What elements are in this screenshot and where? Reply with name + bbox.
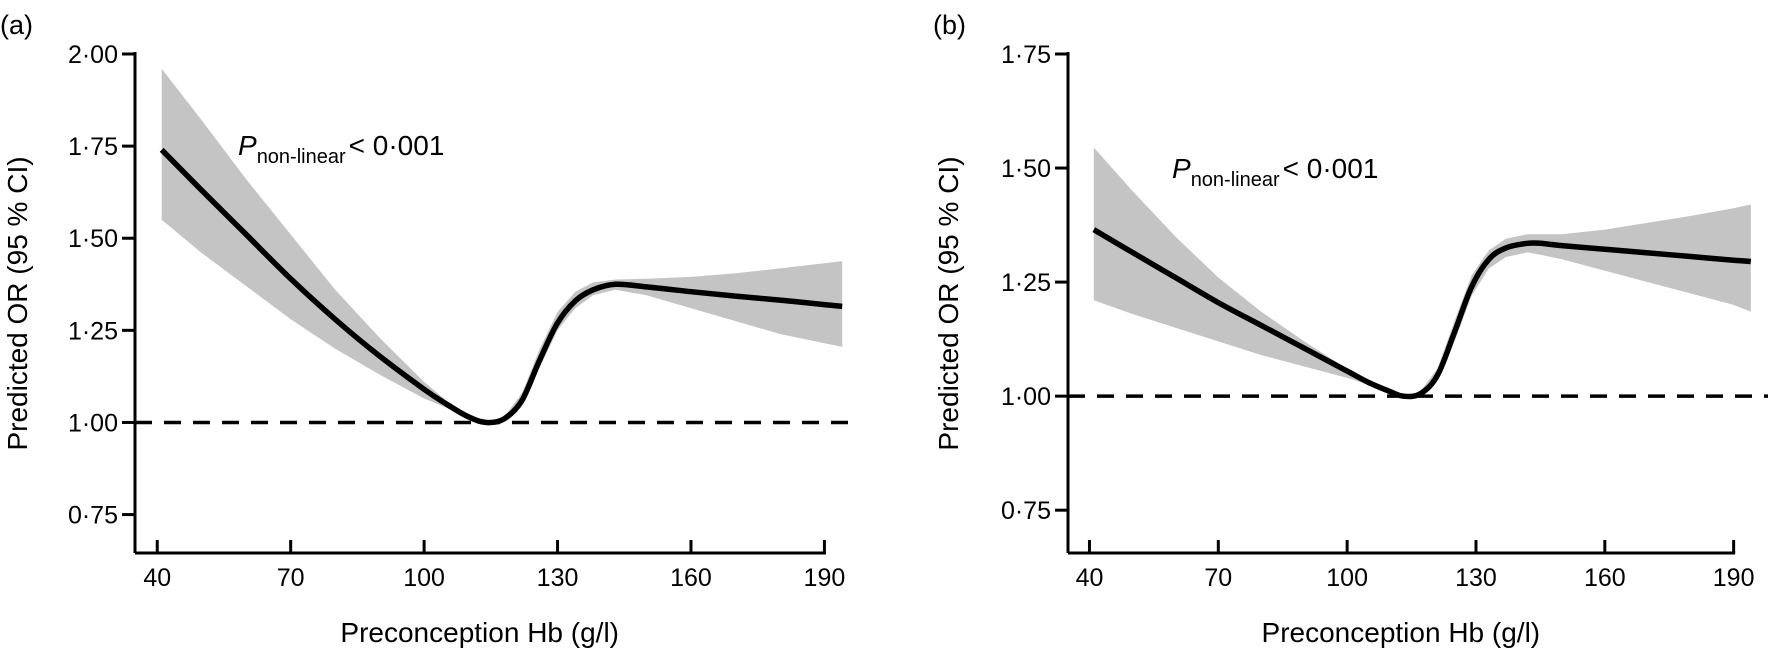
p-value: < 0·001 — [1283, 153, 1379, 184]
x-tick-label: 40 — [143, 564, 171, 592]
panel-a: (a) 0·75 1·00 1·25 1·50 1·75 2·00 40 70 100 130 160… — [0, 10, 860, 648]
y-axis-title: Predicted OR (95 % CI) — [933, 156, 964, 450]
p-value: < 0·001 — [349, 130, 445, 161]
x-tick-label: 130 — [1455, 564, 1497, 592]
x-tick-label: 40 — [1076, 564, 1104, 592]
y-tick-label: 1·50 — [68, 225, 118, 253]
p-subscript: non-linear — [1191, 169, 1280, 191]
y-tick-label: 1·50 — [1001, 155, 1051, 183]
y-tick-label: 0·75 — [1001, 497, 1051, 525]
x-tick-label: 190 — [804, 564, 846, 592]
p-value-annotation: Pnon-linear < 0·001 — [238, 130, 444, 168]
y-tick-label: 1·00 — [68, 409, 118, 437]
y-tick-label: 1·75 — [68, 133, 118, 161]
y-tick-label: 0·75 — [68, 502, 118, 530]
panel-label: (a) — [0, 10, 33, 40]
panel-label: (b) — [933, 10, 966, 40]
ci-band — [1093, 147, 1751, 397]
x-tick-label: 70 — [277, 564, 305, 592]
p-symbol: P — [238, 130, 257, 161]
x-tick-label: 130 — [537, 564, 579, 592]
y-tick-label: 1·25 — [68, 317, 118, 345]
x-tick-label: 100 — [403, 564, 445, 592]
x-tick-label: 100 — [1326, 564, 1368, 592]
x-axis-title: Preconception Hb (g/l) — [340, 617, 619, 648]
or-curve — [159, 147, 843, 426]
y-tick-label: 2·00 — [68, 41, 118, 69]
y-tick-label: 1·75 — [1001, 41, 1051, 69]
p-value-annotation: Pnon-linear < 0·001 — [1172, 153, 1378, 191]
x-tick-label: 160 — [1584, 564, 1626, 592]
p-symbol: P — [1172, 153, 1191, 184]
x-tick-label: 190 — [1713, 564, 1755, 592]
panel-b: (b) 0·75 1·00 1·25 1·50 1·75 40 70 100 130 160 190 P… — [933, 10, 1768, 648]
ci-band — [161, 68, 843, 423]
or-curve — [1092, 227, 1752, 400]
y-tick-label: 1·25 — [1001, 269, 1051, 297]
x-axis-title: Preconception Hb (g/l) — [1262, 617, 1541, 648]
y-axis-title: Predicted OR (95 % CI) — [2, 156, 33, 450]
p-subscript: non-linear — [257, 146, 346, 168]
x-tick-label: 70 — [1204, 564, 1232, 592]
x-tick-label: 160 — [670, 564, 712, 592]
y-tick-label: 1·00 — [1001, 383, 1051, 411]
